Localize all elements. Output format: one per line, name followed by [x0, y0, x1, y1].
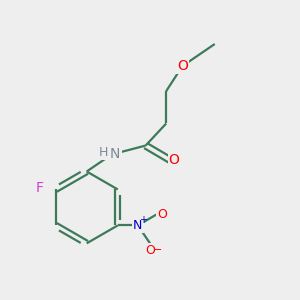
Text: O: O: [169, 153, 180, 167]
Text: O: O: [177, 59, 188, 73]
Text: N: N: [110, 147, 120, 161]
Text: N: N: [133, 219, 142, 232]
Text: −: −: [153, 245, 162, 255]
Text: +: +: [139, 215, 147, 225]
Text: F: F: [35, 181, 44, 195]
Text: O: O: [145, 244, 155, 256]
Text: O: O: [157, 208, 167, 221]
Text: H: H: [99, 146, 108, 159]
